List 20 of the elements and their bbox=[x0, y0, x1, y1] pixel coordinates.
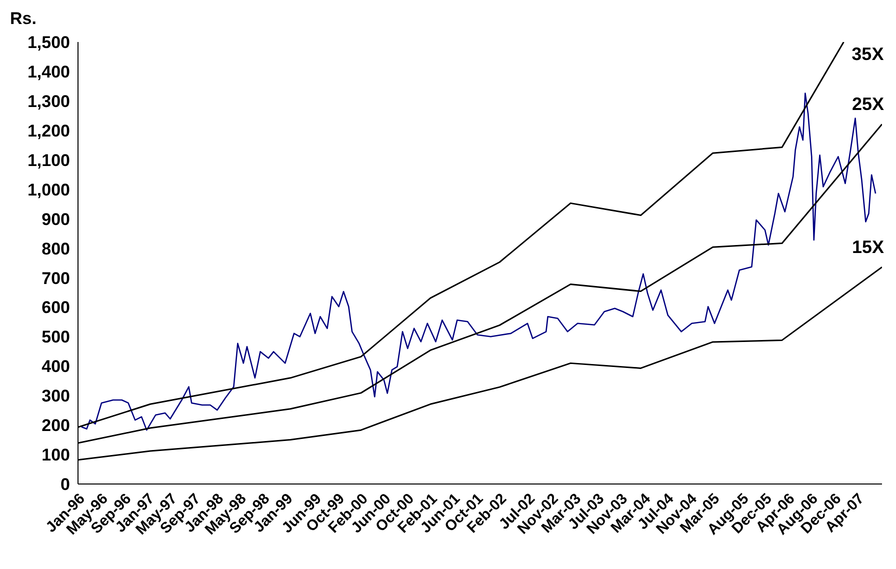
y-tick-label: 300 bbox=[42, 386, 70, 406]
y-axis-title: Rs. bbox=[10, 9, 36, 28]
y-tick-label: 0 bbox=[60, 475, 70, 494]
y-tick-label: 1,100 bbox=[27, 150, 70, 170]
y-tick-label: 1,000 bbox=[27, 180, 70, 200]
y-tick-label: 1,200 bbox=[27, 121, 70, 140]
y-tick-label: 1,300 bbox=[27, 92, 70, 111]
y-tick-label: 600 bbox=[42, 298, 70, 318]
y-tick-label: 1,500 bbox=[27, 33, 70, 52]
y-tick-label: 500 bbox=[42, 328, 70, 347]
y-tick-label: 200 bbox=[42, 416, 70, 436]
y-tick-label: 100 bbox=[42, 446, 70, 465]
series-label: 35X bbox=[852, 44, 884, 64]
y-tick-label: 400 bbox=[42, 357, 70, 376]
series-label: 25X bbox=[852, 94, 884, 114]
y-tick-label: 800 bbox=[42, 239, 70, 258]
y-tick-label: 700 bbox=[42, 268, 70, 288]
y-tick-label: 1,400 bbox=[27, 62, 70, 82]
series-label: 15X bbox=[852, 237, 884, 258]
y-tick-label: 900 bbox=[42, 210, 70, 229]
